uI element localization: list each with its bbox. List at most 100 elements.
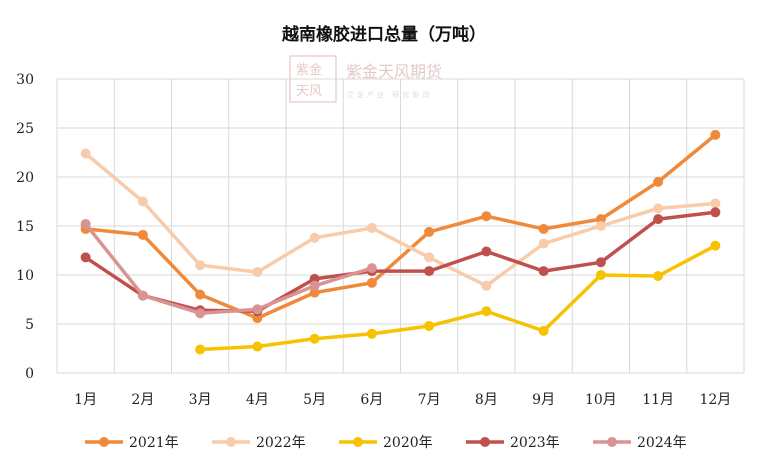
legend: 2021年 2022年 2020年 2023年 2024年 (85, 435, 687, 451)
series-line (83, 133, 718, 320)
data-point (653, 203, 664, 214)
x-tick-label: 4月 (246, 392, 269, 408)
x-tick-label: 1月 (74, 392, 97, 408)
series-line (198, 243, 718, 352)
data-point (424, 266, 435, 277)
data-point (195, 308, 206, 319)
legend-label: 2020年 (383, 435, 433, 451)
watermark-logo-bottom: 天风 (296, 84, 322, 99)
data-point (195, 344, 206, 355)
data-point (309, 280, 320, 291)
series-2020年 (195, 240, 721, 355)
x-tick-label: 10月 (585, 392, 617, 408)
legend-item: 2022年 (212, 435, 306, 451)
watermark-tagline: 立足产业 研究驱动 (347, 90, 432, 99)
data-point (252, 313, 263, 324)
data-point (481, 246, 492, 257)
data-point (80, 252, 91, 263)
y-tick-label: 20 (16, 170, 34, 186)
x-tick-label: 7月 (418, 392, 441, 408)
series-2024年 (80, 219, 377, 319)
legend-swatch-marker (99, 437, 109, 447)
x-tick-label: 5月 (303, 392, 326, 408)
y-tick-label: 5 (25, 317, 34, 333)
legend-item: 2020年 (339, 435, 433, 451)
data-point (309, 333, 320, 344)
x-tick-label: 11月 (642, 392, 674, 408)
data-point (710, 240, 721, 251)
series-2021年 (80, 129, 721, 324)
legend-swatch-marker (353, 437, 363, 447)
data-point (595, 270, 606, 280)
data-point (595, 221, 606, 231)
data-point (137, 290, 148, 301)
data-point (366, 263, 377, 274)
x-tick-label: 9月 (532, 392, 555, 408)
data-point (195, 289, 206, 300)
watermark-brand: 紫金天风期货 (346, 62, 442, 81)
series-layer (80, 129, 721, 355)
watermark: 紫金 天风 紫金天风期货 立足产业 研究驱动 (289, 55, 442, 103)
y-tick-label: 0 (25, 366, 34, 382)
data-point (653, 270, 664, 281)
x-axis: 1月 2月 3月 4月 5月 6月 7月 8月 9月 10月 11月 12月 (74, 392, 731, 408)
data-point (710, 198, 721, 209)
data-point (366, 328, 377, 339)
data-point (137, 229, 148, 240)
legend-label: 2022年 (256, 435, 306, 451)
series-line (83, 222, 374, 315)
data-point (653, 176, 664, 187)
data-point (653, 214, 664, 225)
series-2022年 (80, 148, 721, 291)
x-tick-label: 6月 (360, 392, 383, 408)
data-point (366, 277, 377, 288)
data-point (538, 238, 549, 249)
legend-swatch-marker (226, 437, 236, 447)
grid-lines (56, 78, 745, 374)
legend-item: 2023年 (466, 435, 560, 451)
chart-title: 越南橡胶进口总量（万吨） (281, 24, 486, 45)
x-tick-label: 8月 (475, 392, 498, 408)
data-point (309, 232, 320, 243)
data-point (424, 252, 435, 263)
legend-item: 2021年 (85, 435, 179, 451)
data-point (80, 148, 91, 159)
data-point (710, 129, 721, 140)
data-point (595, 257, 606, 268)
y-tick-label: 25 (16, 121, 34, 137)
data-point (195, 260, 206, 271)
data-point (710, 207, 721, 218)
data-point (538, 325, 549, 336)
data-point (137, 196, 148, 207)
x-tick-label: 2月 (131, 392, 154, 408)
series-line (83, 210, 718, 314)
legend-label: 2021年 (129, 435, 179, 451)
data-point (481, 280, 492, 291)
legend-label: 2024年 (637, 435, 687, 451)
y-axis: 0 5 10 15 20 25 30 (16, 72, 34, 382)
x-tick-label: 3月 (189, 392, 212, 408)
data-point (424, 226, 435, 237)
data-point (366, 222, 377, 233)
legend-label: 2023年 (510, 435, 560, 451)
data-point (252, 267, 263, 278)
data-point (538, 223, 549, 234)
legend-swatch-marker (480, 437, 490, 447)
series-line (83, 151, 718, 288)
y-tick-label: 15 (16, 219, 34, 235)
data-point (309, 287, 320, 298)
data-point (309, 273, 320, 284)
data-point (481, 306, 492, 317)
data-point (595, 214, 606, 225)
data-point (80, 219, 91, 230)
x-tick-label: 12月 (699, 392, 731, 408)
legend-item: 2024年 (593, 435, 687, 451)
legend-swatch-marker (607, 437, 617, 447)
data-point (252, 341, 263, 352)
y-tick-label: 10 (16, 268, 34, 284)
data-point (538, 266, 549, 277)
watermark-logo-top: 紫金 (296, 62, 322, 78)
data-point (424, 320, 435, 331)
y-tick-label: 30 (16, 72, 34, 88)
